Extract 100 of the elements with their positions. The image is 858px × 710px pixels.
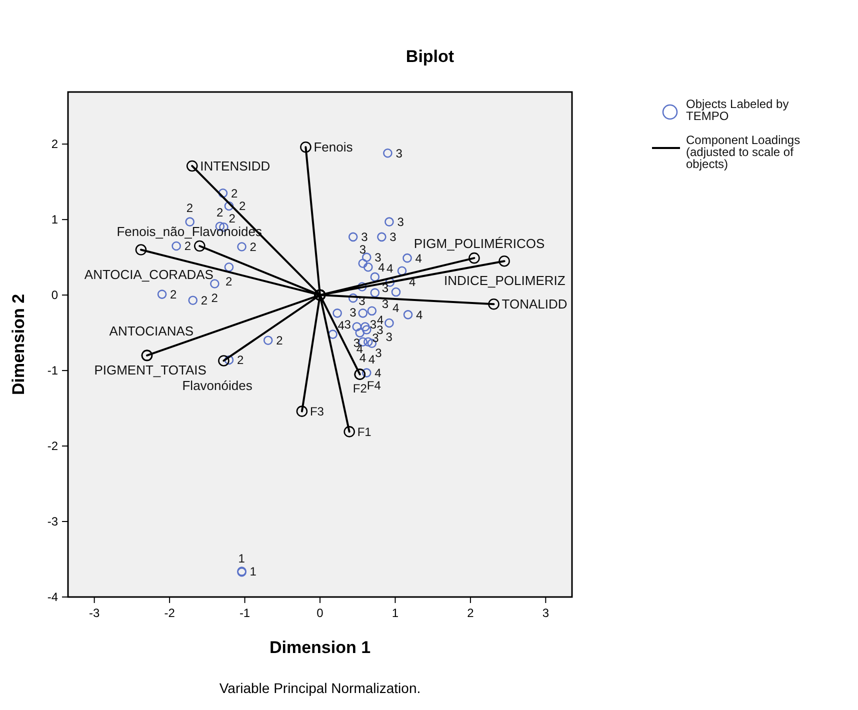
annotation: 2 bbox=[236, 353, 244, 368]
annotation: 3 bbox=[350, 305, 357, 320]
annotation: F3 bbox=[310, 404, 324, 419]
annotation: 2 bbox=[276, 334, 284, 348]
annotation: TONALIDD bbox=[502, 296, 568, 312]
annotation: 4 bbox=[386, 261, 394, 276]
legend-label: Objects Labeled by TEMPO bbox=[686, 97, 789, 123]
point bbox=[348, 293, 358, 303]
point bbox=[358, 308, 368, 318]
y-tick-label: -3 bbox=[47, 514, 58, 529]
annotation: 2 bbox=[186, 201, 194, 216]
point bbox=[296, 406, 308, 417]
point bbox=[188, 296, 198, 305]
x-tick-label: -2 bbox=[164, 606, 176, 620]
annotation: ANTOCIANAS bbox=[109, 323, 194, 338]
annotation: 3 bbox=[390, 230, 397, 244]
point bbox=[357, 282, 367, 292]
point bbox=[362, 325, 372, 334]
annotation: 2 bbox=[238, 199, 246, 214]
annotation: PIGMENT_TOTAIS bbox=[94, 362, 207, 378]
point bbox=[300, 141, 312, 153]
point bbox=[224, 201, 234, 211]
point bbox=[397, 266, 407, 276]
point bbox=[237, 242, 246, 252]
point bbox=[218, 188, 228, 198]
y-tick-label: 1 bbox=[51, 212, 58, 227]
point bbox=[403, 310, 413, 320]
annotation: 4 bbox=[416, 308, 424, 322]
point bbox=[157, 290, 167, 299]
annotation: Flavonóides bbox=[182, 378, 253, 393]
legend-label: Component Loadings (adjusted to scale of objects) bbox=[686, 133, 800, 171]
y-tick-label: 0 bbox=[51, 288, 58, 302]
point bbox=[172, 241, 181, 251]
point bbox=[186, 160, 198, 172]
point bbox=[218, 355, 230, 366]
annotation: 3 bbox=[376, 322, 384, 337]
point bbox=[348, 232, 358, 242]
annotation: 3 bbox=[386, 330, 393, 344]
x-tick-label: 1 bbox=[392, 606, 399, 620]
annotation: 3 bbox=[396, 146, 403, 160]
point bbox=[263, 336, 273, 345]
y-axis-title: Dimension 2 bbox=[9, 294, 28, 396]
annotation: 3 bbox=[370, 317, 377, 332]
annotation: F2 bbox=[352, 382, 368, 396]
point bbox=[370, 288, 380, 298]
x-tick-label: -1 bbox=[239, 606, 250, 620]
annotation: ANTOCIA_CORADAS bbox=[84, 266, 214, 282]
point bbox=[363, 337, 373, 347]
y-tick-label: -1 bbox=[47, 364, 58, 378]
annotation: 3 bbox=[358, 294, 366, 308]
annotation: Fenois bbox=[314, 140, 354, 155]
annotation: 2 bbox=[184, 239, 192, 254]
point bbox=[363, 262, 373, 272]
point bbox=[135, 244, 147, 256]
annotation: 4 bbox=[408, 275, 416, 290]
point bbox=[488, 298, 500, 310]
point bbox=[370, 272, 380, 282]
chart-title: Biplot bbox=[406, 47, 454, 66]
point bbox=[194, 240, 206, 252]
annotation: 2 bbox=[211, 290, 218, 305]
point bbox=[362, 252, 372, 262]
annotation: 3 bbox=[397, 215, 404, 230]
point bbox=[468, 252, 480, 264]
point bbox=[391, 287, 401, 297]
annotation: 1 bbox=[238, 551, 246, 566]
x-tick-label: -3 bbox=[88, 606, 100, 620]
annotation: 3 bbox=[375, 346, 382, 360]
point bbox=[344, 426, 355, 438]
point bbox=[352, 322, 362, 332]
annotation: 4 bbox=[374, 366, 382, 380]
annotation: 2 bbox=[228, 211, 236, 226]
x-tick-label: 0 bbox=[316, 606, 324, 620]
annotation: 4 bbox=[368, 352, 376, 367]
annotation: 2 bbox=[216, 206, 224, 220]
annotation: F1 bbox=[357, 424, 372, 439]
annotation: 4 bbox=[415, 251, 422, 266]
x-axis-title: Dimension 1 bbox=[269, 638, 371, 657]
annotation: PIGM_POLIMÉRICOS bbox=[414, 236, 545, 252]
point bbox=[360, 322, 370, 332]
annotation: INDICE_POLIMERIZ bbox=[444, 273, 566, 288]
point bbox=[377, 232, 386, 242]
annotation: 3 bbox=[382, 281, 389, 296]
y-tick-label: -4 bbox=[47, 590, 58, 604]
point bbox=[355, 328, 365, 338]
text: Variable Principal Normalization. bbox=[219, 680, 421, 696]
annotation: 2 bbox=[170, 288, 178, 302]
x-tick-label: 3 bbox=[542, 606, 550, 620]
annotation: INTENSIDD bbox=[200, 158, 270, 174]
x-tick-label: 2 bbox=[467, 606, 474, 620]
annotation: 2 bbox=[250, 240, 257, 254]
annotation: 3 bbox=[361, 230, 368, 244]
annotation: 2 bbox=[230, 186, 238, 200]
point bbox=[362, 368, 372, 378]
point bbox=[498, 255, 510, 267]
annotation: 1 bbox=[250, 564, 257, 579]
annotation: 4 bbox=[392, 301, 400, 316]
point bbox=[383, 148, 392, 158]
point bbox=[384, 318, 394, 328]
point bbox=[384, 217, 394, 226]
point bbox=[367, 306, 377, 316]
